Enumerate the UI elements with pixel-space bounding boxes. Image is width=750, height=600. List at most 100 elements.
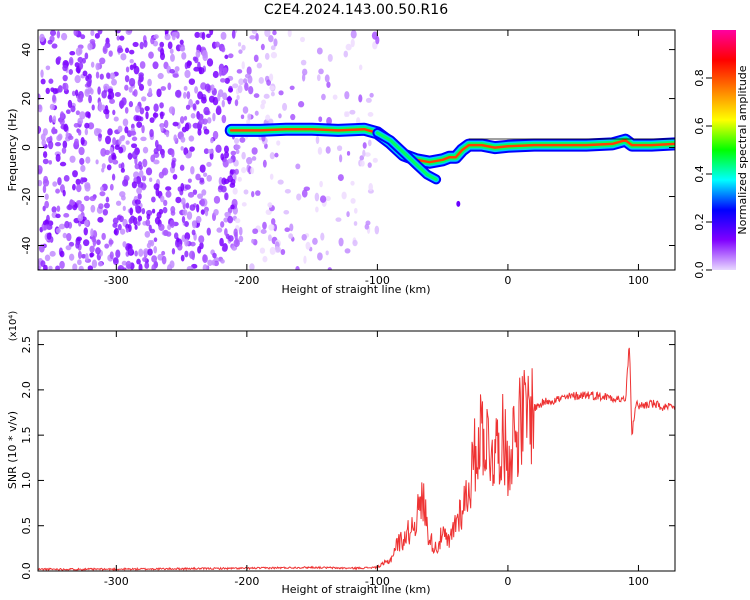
noise-blob [251, 30, 258, 35]
noise-blob [74, 138, 79, 146]
noise-blob [325, 250, 329, 256]
noise-blob [52, 94, 56, 103]
noise-blob [135, 203, 139, 211]
noise-blob [269, 173, 274, 180]
noise-blob [157, 72, 164, 80]
noise-blob [114, 144, 120, 150]
noise-blob [176, 237, 180, 243]
noise-blob [91, 104, 95, 111]
noise-blob [112, 137, 117, 146]
noise-blob [276, 140, 281, 146]
noise-blob [210, 137, 214, 144]
noise-blob [153, 183, 160, 191]
noise-blob [145, 111, 149, 120]
noise-blob [188, 78, 196, 86]
noise-blob [75, 184, 82, 193]
noise-blob [76, 200, 82, 205]
noise-blob [278, 113, 282, 119]
noise-blob [187, 191, 195, 198]
noise-blob [199, 242, 204, 250]
noise-blob [195, 173, 201, 181]
noise-blob [202, 264, 208, 270]
y-tick-label: 20 [20, 92, 33, 106]
noise-blob [59, 250, 65, 258]
noise-blob [159, 41, 165, 48]
noise-blob [143, 248, 149, 256]
noise-blob [160, 86, 167, 91]
noise-blob [213, 208, 219, 216]
noise-blob [38, 104, 43, 113]
noise-blob [199, 177, 205, 183]
noise-blob [112, 159, 119, 165]
noise-blob [206, 58, 214, 67]
noise-blob [83, 239, 90, 247]
noise-blob [141, 175, 147, 182]
noise-blob [85, 75, 89, 82]
noise-blob [289, 223, 294, 232]
noise-blob [263, 93, 270, 99]
noise-blob [364, 223, 370, 230]
noise-blob [48, 140, 54, 150]
noise-blob [131, 143, 138, 149]
noise-blob [305, 241, 311, 250]
noise-blob [287, 30, 292, 38]
noise-blob [262, 159, 267, 168]
noise-blob [197, 128, 202, 136]
noise-blob [272, 30, 277, 36]
noise-blob [124, 75, 130, 83]
noise-blob [115, 200, 122, 206]
noise-blob [184, 122, 190, 132]
noise-blob [109, 98, 116, 104]
noise-blob [84, 52, 89, 60]
noise-blob [359, 160, 365, 167]
noise-blob [99, 191, 106, 197]
noise-blob [38, 179, 43, 187]
noise-blob [161, 151, 165, 159]
noise-blob [218, 176, 223, 186]
noise-blob [101, 163, 106, 169]
noise-blob [159, 195, 165, 203]
noise-blob [191, 220, 197, 229]
noise-blob [234, 144, 241, 150]
noise-blob [343, 50, 349, 58]
noise-blob [222, 159, 229, 168]
noise-blob [124, 47, 130, 54]
noise-blob [62, 74, 68, 82]
noise-blob [49, 30, 57, 36]
top-y-axis-label: Frequency (Hz) [6, 109, 19, 192]
noise-blob [77, 250, 82, 260]
noise-blob [341, 191, 347, 200]
noise-blob [109, 183, 114, 191]
noise-blob [125, 140, 130, 145]
noise-blob [124, 107, 129, 114]
noise-blob [169, 260, 175, 269]
y-multiplier-label: (x10⁴) [8, 311, 19, 342]
noise-blob [222, 92, 228, 101]
noise-blob [241, 61, 245, 70]
noise-blob [182, 209, 188, 216]
noise-blob [236, 69, 243, 74]
noise-blob [98, 203, 104, 210]
noise-blob [129, 64, 134, 71]
noise-blob [153, 237, 158, 243]
noise-blob [238, 235, 244, 243]
noise-blob [185, 153, 192, 159]
noise-blob [101, 232, 106, 241]
noise-blob [184, 184, 191, 190]
noise-blob [136, 121, 143, 129]
noise-blob [319, 195, 327, 203]
noise-blob [78, 146, 85, 156]
noise-blob [134, 199, 141, 205]
noise-blob [238, 49, 243, 54]
noise-blob [144, 230, 151, 238]
noise-blob [174, 89, 182, 98]
noise-blob [145, 219, 151, 227]
noise-blob [374, 225, 380, 235]
noise-blob [39, 33, 45, 43]
noise-blob [269, 85, 275, 91]
noise-blob [153, 159, 160, 165]
noise-blob [247, 113, 252, 121]
noise-blob [104, 243, 110, 249]
noise-blob [51, 206, 57, 213]
noise-blob [317, 252, 323, 261]
